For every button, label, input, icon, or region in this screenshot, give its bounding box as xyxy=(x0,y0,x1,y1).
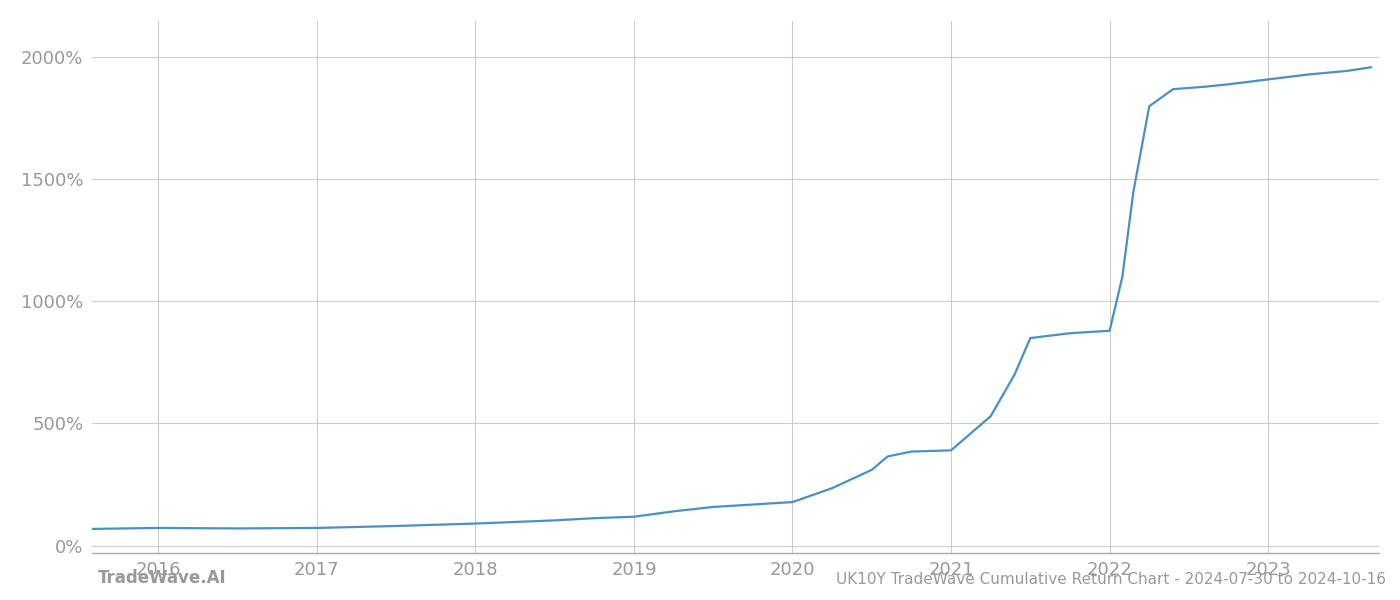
Text: UK10Y TradeWave Cumulative Return Chart - 2024-07-30 to 2024-10-16: UK10Y TradeWave Cumulative Return Chart … xyxy=(836,572,1386,587)
Text: TradeWave.AI: TradeWave.AI xyxy=(98,569,227,587)
